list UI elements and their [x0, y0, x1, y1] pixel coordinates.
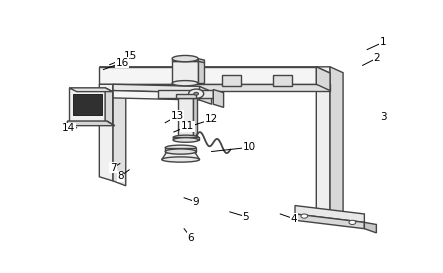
- Polygon shape: [316, 67, 330, 220]
- Text: 10: 10: [243, 142, 256, 152]
- Ellipse shape: [165, 149, 196, 154]
- Polygon shape: [295, 214, 364, 229]
- Bar: [73, 94, 102, 115]
- Text: 2: 2: [373, 54, 380, 63]
- Circle shape: [189, 89, 204, 98]
- Circle shape: [349, 220, 356, 224]
- Polygon shape: [113, 84, 330, 91]
- Polygon shape: [295, 206, 364, 222]
- Polygon shape: [162, 152, 199, 159]
- Polygon shape: [213, 90, 224, 107]
- Text: 16: 16: [116, 58, 129, 68]
- Text: 1: 1: [380, 37, 387, 47]
- Ellipse shape: [173, 138, 198, 142]
- Polygon shape: [113, 84, 199, 93]
- Ellipse shape: [173, 135, 198, 140]
- Text: 7: 7: [110, 163, 117, 173]
- Text: 8: 8: [117, 171, 124, 181]
- Bar: [173, 137, 198, 140]
- Polygon shape: [99, 84, 113, 181]
- Ellipse shape: [165, 145, 196, 150]
- Bar: [172, 61, 198, 83]
- Text: 12: 12: [205, 114, 218, 124]
- Polygon shape: [222, 75, 241, 86]
- Polygon shape: [113, 84, 126, 186]
- Polygon shape: [172, 59, 198, 61]
- Polygon shape: [67, 121, 115, 126]
- Ellipse shape: [162, 157, 199, 162]
- Text: 13: 13: [171, 111, 184, 121]
- Bar: [194, 98, 197, 140]
- Bar: [175, 94, 196, 98]
- Polygon shape: [69, 88, 113, 92]
- Ellipse shape: [172, 81, 198, 86]
- Ellipse shape: [172, 55, 198, 62]
- Text: 14: 14: [62, 123, 75, 133]
- Text: 6: 6: [188, 233, 194, 243]
- Text: 9: 9: [193, 197, 199, 207]
- Circle shape: [301, 214, 308, 218]
- Polygon shape: [364, 222, 377, 233]
- Polygon shape: [105, 88, 113, 125]
- Polygon shape: [198, 59, 204, 63]
- Text: 11: 11: [181, 121, 194, 131]
- Bar: [69, 88, 105, 121]
- Bar: [178, 98, 194, 140]
- Polygon shape: [159, 90, 213, 98]
- Text: 15: 15: [124, 51, 137, 61]
- Polygon shape: [99, 67, 316, 84]
- Polygon shape: [107, 121, 115, 126]
- Polygon shape: [199, 86, 212, 104]
- Polygon shape: [273, 75, 292, 86]
- Text: 3: 3: [380, 112, 387, 122]
- Circle shape: [194, 92, 198, 95]
- Text: 4: 4: [291, 214, 297, 224]
- Bar: [198, 61, 204, 83]
- Polygon shape: [99, 67, 330, 73]
- Bar: [165, 148, 196, 152]
- Text: 5: 5: [243, 212, 249, 222]
- Polygon shape: [316, 67, 330, 91]
- Polygon shape: [330, 67, 343, 226]
- Polygon shape: [113, 91, 199, 100]
